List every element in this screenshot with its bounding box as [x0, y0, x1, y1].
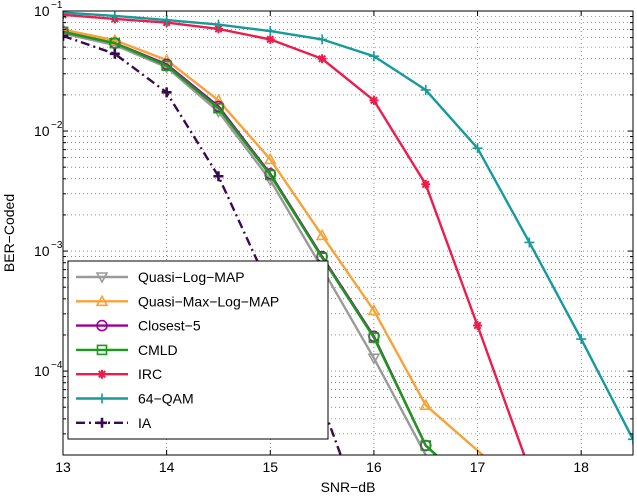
data-point [264, 169, 276, 181]
x-tick-label: 18 [573, 459, 589, 475]
legend-marker [96, 344, 108, 356]
y-tick-label-base: 10 [34, 3, 50, 19]
data-point [369, 95, 379, 105]
legend-marker [97, 369, 107, 379]
x-tick-label: 13 [55, 459, 71, 475]
x-tick-label: 17 [470, 459, 486, 475]
data-point [213, 19, 224, 30]
y-tick-label-exponent: −4 [51, 360, 63, 371]
data-point [109, 11, 120, 21]
legend-item: Closest−5 [76, 318, 201, 334]
legend-label: Quasi−Log−MAP [138, 269, 245, 285]
data-point [317, 34, 328, 45]
data-point [265, 26, 276, 37]
legend: Quasi−Log−MAP Quasi−Max−Log−MAP Closest−5 C… [67, 260, 329, 440]
data-point [473, 320, 483, 330]
y-tick-label: 10 −2 [34, 120, 63, 139]
data-point [367, 303, 381, 316]
series-3 [63, 26, 437, 455]
y-axis-label: BER−Coded [1, 194, 17, 272]
data-point [315, 228, 329, 241]
data-point [109, 48, 120, 59]
series-line [63, 32, 427, 455]
y-tick-label-exponent: −1 [51, 0, 63, 11]
legend-marker [95, 294, 109, 307]
legend-label: IRC [138, 366, 162, 382]
data-point [628, 434, 633, 445]
series-line [63, 28, 484, 455]
y-tick-label-exponent: −2 [51, 120, 63, 131]
x-tick-label: 14 [159, 459, 175, 475]
legend-item: 64−QAM [76, 391, 194, 407]
data-point [63, 26, 69, 38]
data-point [63, 30, 68, 41]
legend-label: 64−QAM [138, 391, 194, 407]
data-point [420, 440, 432, 451]
legend-label: IA [138, 415, 152, 431]
data-point [367, 353, 381, 365]
y-tick-label-base: 10 [34, 123, 50, 139]
y-tick-label: 10 −4 [34, 360, 63, 379]
data-point [524, 237, 535, 248]
legend-item: Quasi−Max−Log−MAP [76, 293, 279, 309]
data-point [576, 334, 587, 345]
data-point [213, 102, 224, 114]
data-point [213, 171, 224, 182]
y-tick-label-base: 10 [34, 243, 50, 259]
data-point [368, 332, 380, 343]
data-point [472, 143, 483, 154]
legend-label: Closest−5 [138, 318, 201, 334]
legend-item: IA [76, 415, 152, 431]
legend-item: Quasi−Log−MAP [76, 269, 245, 285]
data-point [265, 34, 275, 44]
legend-marker [95, 272, 109, 284]
legend-marker [96, 319, 108, 332]
x-axis-label: SNR−dB [321, 479, 376, 495]
legend-label: Quasi−Max−Log−MAP [138, 293, 279, 309]
data-point [419, 398, 433, 410]
series-line [63, 30, 437, 455]
x-tick-label: 16 [366, 459, 382, 475]
data-point [368, 51, 379, 62]
data-point [263, 152, 277, 165]
data-point [109, 37, 121, 49]
series-5 [63, 11, 633, 445]
y-tick-label-exponent: −3 [51, 240, 63, 251]
legend-marker [97, 417, 107, 428]
legend-item: IRC [76, 366, 162, 382]
series-line [63, 11, 633, 440]
y-tick-label: 10 −3 [34, 240, 63, 259]
y-tick-label-base: 10 [34, 363, 50, 379]
data-point [63, 11, 68, 18]
data-point [161, 87, 172, 98]
y-tick-label: 10 −1 [34, 0, 63, 19]
legend-label: CMLD [138, 342, 178, 358]
data-point [420, 84, 431, 95]
data-point [161, 60, 172, 72]
plot-frame [62, 10, 634, 456]
data-point [161, 15, 172, 26]
legend-item: CMLD [76, 342, 178, 358]
data-point [421, 179, 431, 189]
data-point [317, 54, 327, 64]
legend-marker [97, 393, 107, 404]
series-line [63, 13, 526, 455]
x-tick-label: 15 [262, 459, 278, 475]
